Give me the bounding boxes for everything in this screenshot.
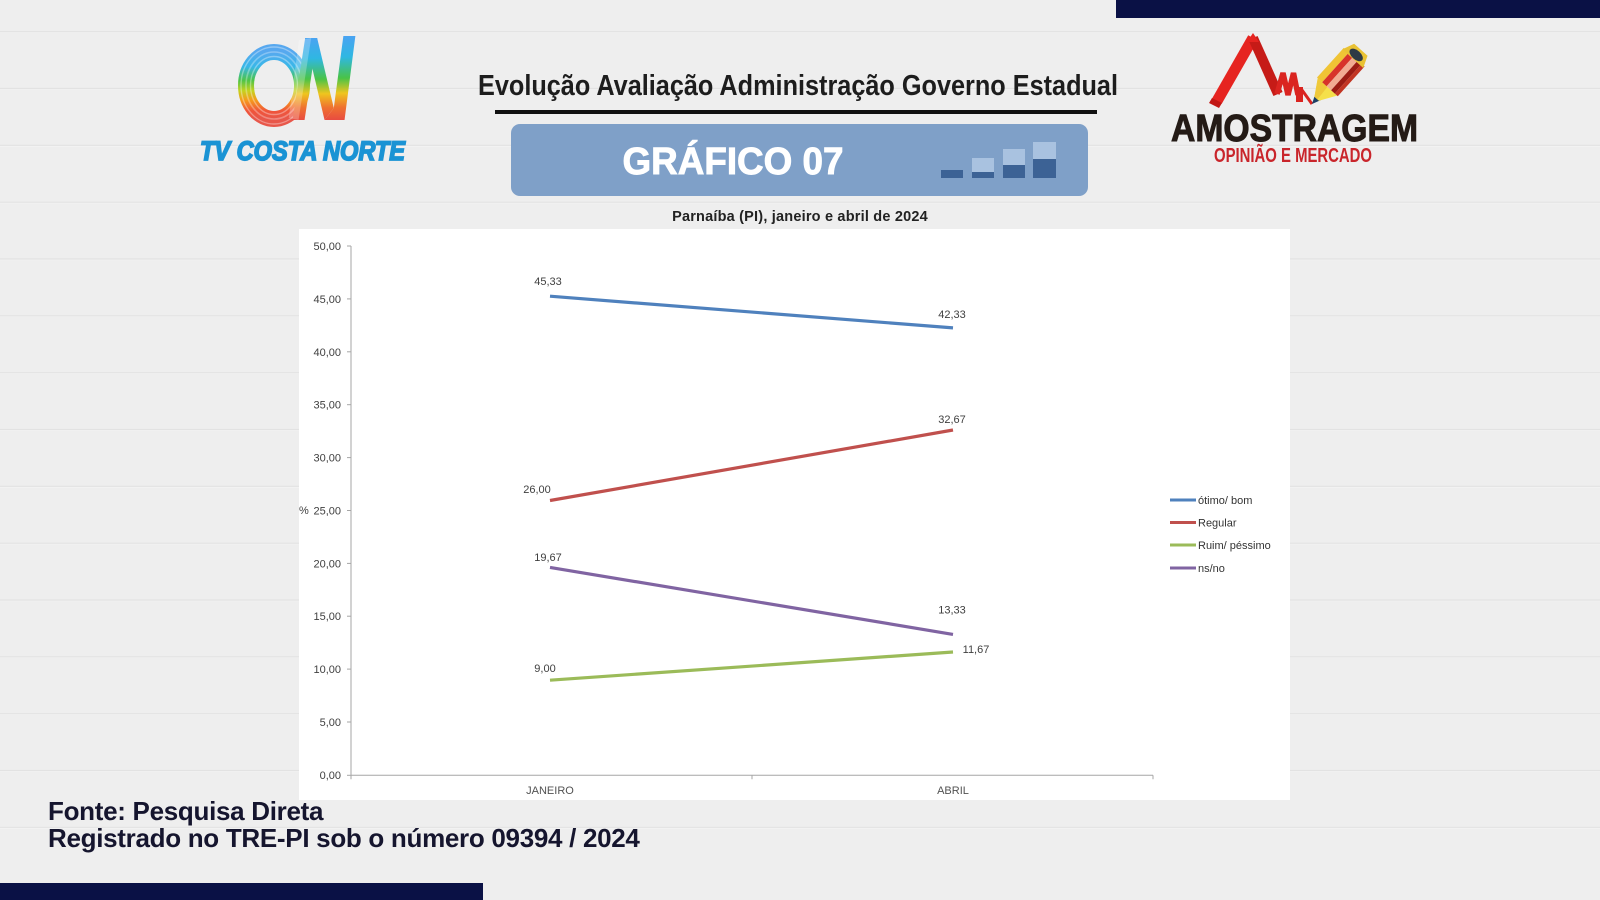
svg-text:%: % xyxy=(299,505,309,517)
svg-text:10,00: 10,00 xyxy=(313,664,341,676)
svg-text:25,00: 25,00 xyxy=(313,506,341,518)
svg-text:Regular: Regular xyxy=(1198,518,1237,530)
svg-text:15,00: 15,00 xyxy=(313,611,341,623)
svg-text:40,00: 40,00 xyxy=(313,347,341,359)
svg-text:9,00: 9,00 xyxy=(534,663,555,675)
svg-text:50,00: 50,00 xyxy=(313,241,341,253)
svg-text:Ruim/ péssimo: Ruim/ péssimo xyxy=(1198,540,1271,552)
svg-text:32,67: 32,67 xyxy=(938,414,966,426)
svg-text:26,00: 26,00 xyxy=(523,484,551,496)
svg-text:ns/no: ns/no xyxy=(1198,563,1225,575)
svg-text:20,00: 20,00 xyxy=(313,558,341,570)
svg-text:AMOSTRAGEM: AMOSTRAGEM xyxy=(1171,108,1418,150)
svg-text:TV COSTA NORTE: TV COSTA NORTE xyxy=(200,136,406,166)
svg-text:45,33: 45,33 xyxy=(534,276,562,288)
svg-text:GRÁFICO 07: GRÁFICO 07 xyxy=(623,139,844,183)
svg-text:30,00: 30,00 xyxy=(313,453,341,465)
svg-text:35,00: 35,00 xyxy=(313,400,341,412)
svg-text:OPINIÃO E MERCADO: OPINIÃO E MERCADO xyxy=(1214,144,1372,167)
svg-text:Evolução Avaliação Administraç: Evolução Avaliação Administração Governo… xyxy=(478,70,1118,102)
svg-text:19,67: 19,67 xyxy=(534,552,562,564)
svg-text:JANEIRO: JANEIRO xyxy=(526,785,574,797)
svg-text:5,00: 5,00 xyxy=(320,717,341,729)
svg-text:42,33: 42,33 xyxy=(938,309,966,321)
svg-text:ABRIL: ABRIL xyxy=(937,785,969,797)
svg-text:ótimo/ bom: ótimo/ bom xyxy=(1198,495,1252,507)
svg-text:45,00: 45,00 xyxy=(313,294,341,306)
svg-text:13,33: 13,33 xyxy=(938,605,966,617)
svg-text:11,67: 11,67 xyxy=(963,644,990,656)
svg-text:0,00: 0,00 xyxy=(320,770,341,782)
